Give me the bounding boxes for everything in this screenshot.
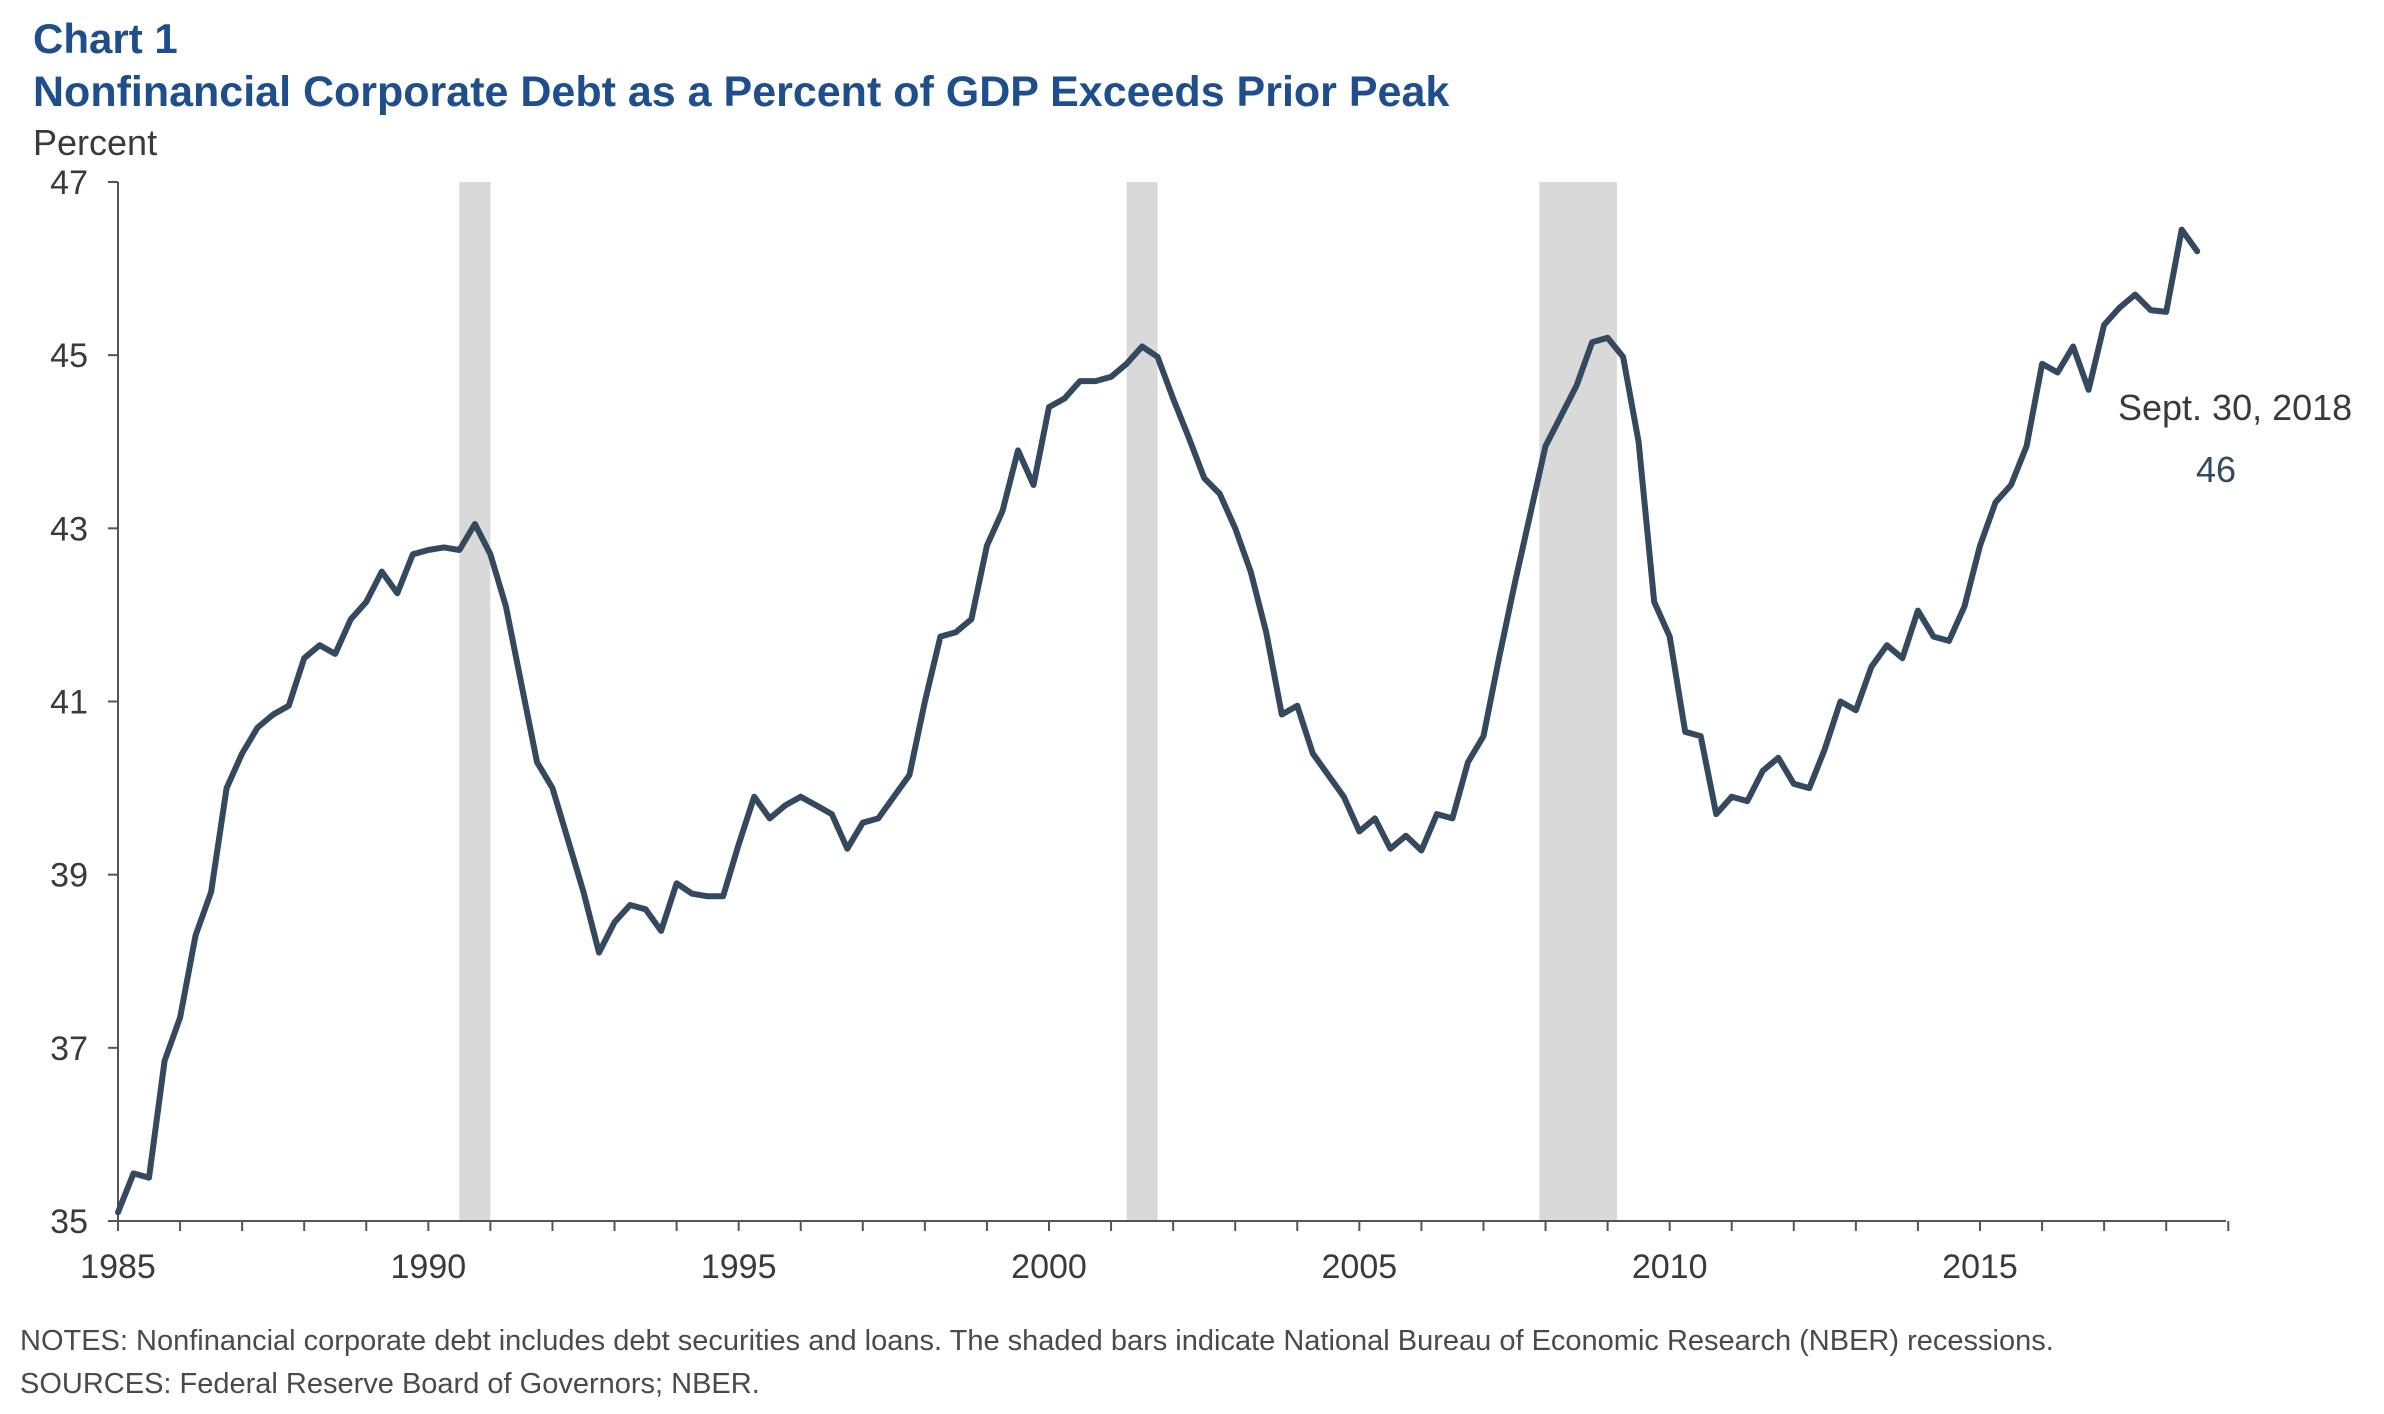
annotation-date-label: Sept. 30, 2018 <box>2118 387 2352 428</box>
chart-title: Nonfinancial Corporate Debt as a Percent… <box>33 68 1449 116</box>
x-tick-label: 1990 <box>391 1248 467 1286</box>
chart-number: Chart 1 <box>33 15 178 62</box>
y-tick-label: 43 <box>50 510 88 548</box>
y-axis-unit-label: Percent <box>33 122 157 163</box>
series-line <box>115 226 2201 1216</box>
x-tick-label: 2005 <box>1322 1248 1398 1286</box>
notes-text: NOTES: Nonfinancial corporate debt inclu… <box>20 1325 2054 1357</box>
recession-bar <box>1126 182 1158 1221</box>
y-axis-ticks: 35 37 39 41 43 45 47 <box>50 164 118 1241</box>
y-tick-label: 37 <box>50 1030 88 1068</box>
y-tick-label: 47 <box>50 164 88 202</box>
recession-bar <box>1539 182 1617 1221</box>
recession-bars <box>459 182 1617 1221</box>
x-axis-ticks: 1985 1990 1995 2000 2005 2010 2015 <box>80 1221 2230 1286</box>
x-tick-label: 2015 <box>1942 1248 2018 1286</box>
y-tick-label: 39 <box>50 857 88 895</box>
annotation-value-label: 46 <box>2196 449 2236 490</box>
x-tick-label: 2000 <box>1011 1248 1087 1286</box>
x-tick-label: 2010 <box>1632 1248 1708 1286</box>
x-tick-label: 1995 <box>701 1248 777 1286</box>
series-layer <box>115 226 2201 1216</box>
recession-bar <box>459 182 491 1221</box>
x-tick-label: 1985 <box>80 1248 156 1286</box>
y-tick-label: 45 <box>50 337 88 375</box>
sources-text: SOURCES: Federal Reserve Board of Govern… <box>20 1368 760 1400</box>
y-tick-label: 41 <box>50 684 88 722</box>
y-tick-label: 35 <box>50 1203 88 1241</box>
